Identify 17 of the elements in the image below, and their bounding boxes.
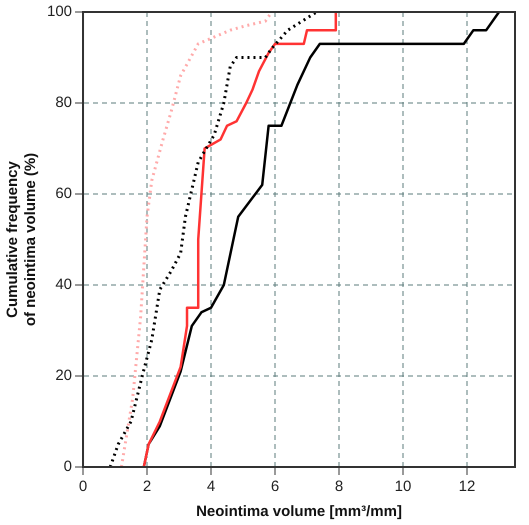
x-tick-label: 4 [206, 478, 216, 496]
line-series [108, 12, 318, 467]
y-axis-title: Cumulative frequency of neointima volume (%) [4, 152, 40, 326]
y-tick-label: 100 [46, 3, 72, 20]
x-axis-title: Neointima volume [mm³/mm] [196, 503, 402, 520]
x-tick-label: 10 [394, 478, 412, 496]
x-tick-label: 2 [142, 478, 152, 496]
x-tick-label: 0 [78, 478, 88, 496]
y-tick-label: 40 [55, 276, 72, 294]
y-tick-label: 60 [55, 185, 72, 202]
y-tick-label: 20 [55, 367, 72, 384]
y-tick-label: 0 [64, 458, 72, 476]
x-tick-label: 12 [458, 478, 476, 496]
x-tick-label: 6 [270, 478, 280, 496]
line-series [120, 12, 274, 467]
x-tick-label: 8 [334, 478, 344, 496]
y-tick-label: 80 [55, 94, 72, 112]
